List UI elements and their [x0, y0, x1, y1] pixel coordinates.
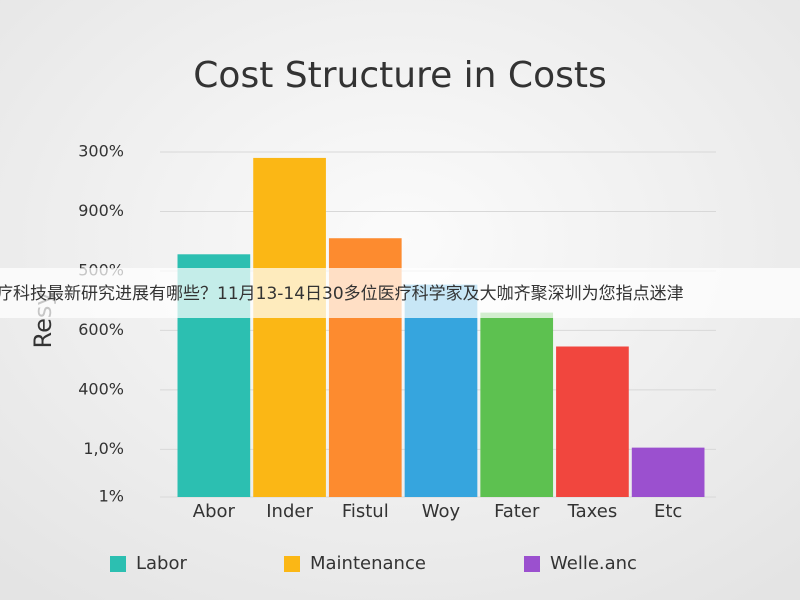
legend-label: Labor [136, 553, 187, 574]
x-tick-label: Woy [422, 501, 461, 522]
banner: 疗科技最新研究进展有哪些？11月13-14日30多位医疗科学家及大咖齐聚深圳为您… [0, 268, 800, 318]
bar [253, 157, 326, 497]
x-tick-label: Abor [193, 501, 236, 522]
banner-text: 疗科技最新研究进展有哪些？11月13-14日30多位医疗科学家及大咖齐聚深圳为您… [0, 284, 684, 304]
x-tick-label: Taxes [567, 501, 618, 522]
x-tick-label: Fistul [342, 501, 389, 522]
legend-label: Maintenance [310, 553, 426, 574]
x-tick-label: Fater [494, 501, 540, 522]
chart-title: Cost Structure in Costs [193, 55, 606, 96]
y-tick-label: 300% [78, 141, 124, 160]
y-tick-label: 600% [78, 320, 124, 339]
legend-swatch [524, 556, 540, 572]
x-tick-label: Etc [654, 501, 682, 522]
y-tick-label: 1% [99, 487, 124, 506]
y-tick-label: 400% [78, 379, 124, 398]
bar [404, 284, 478, 497]
banner-background [0, 268, 800, 318]
y-tick-label: 900% [78, 201, 124, 220]
legend-swatch [284, 556, 300, 572]
bar [556, 346, 629, 497]
legend-swatch [110, 556, 126, 572]
y-tick-label: 1,0% [83, 439, 124, 458]
bar [631, 447, 705, 497]
legend-label: Welle.anc [550, 553, 637, 574]
x-tick-label: Inder [266, 501, 313, 522]
bar [480, 312, 554, 497]
